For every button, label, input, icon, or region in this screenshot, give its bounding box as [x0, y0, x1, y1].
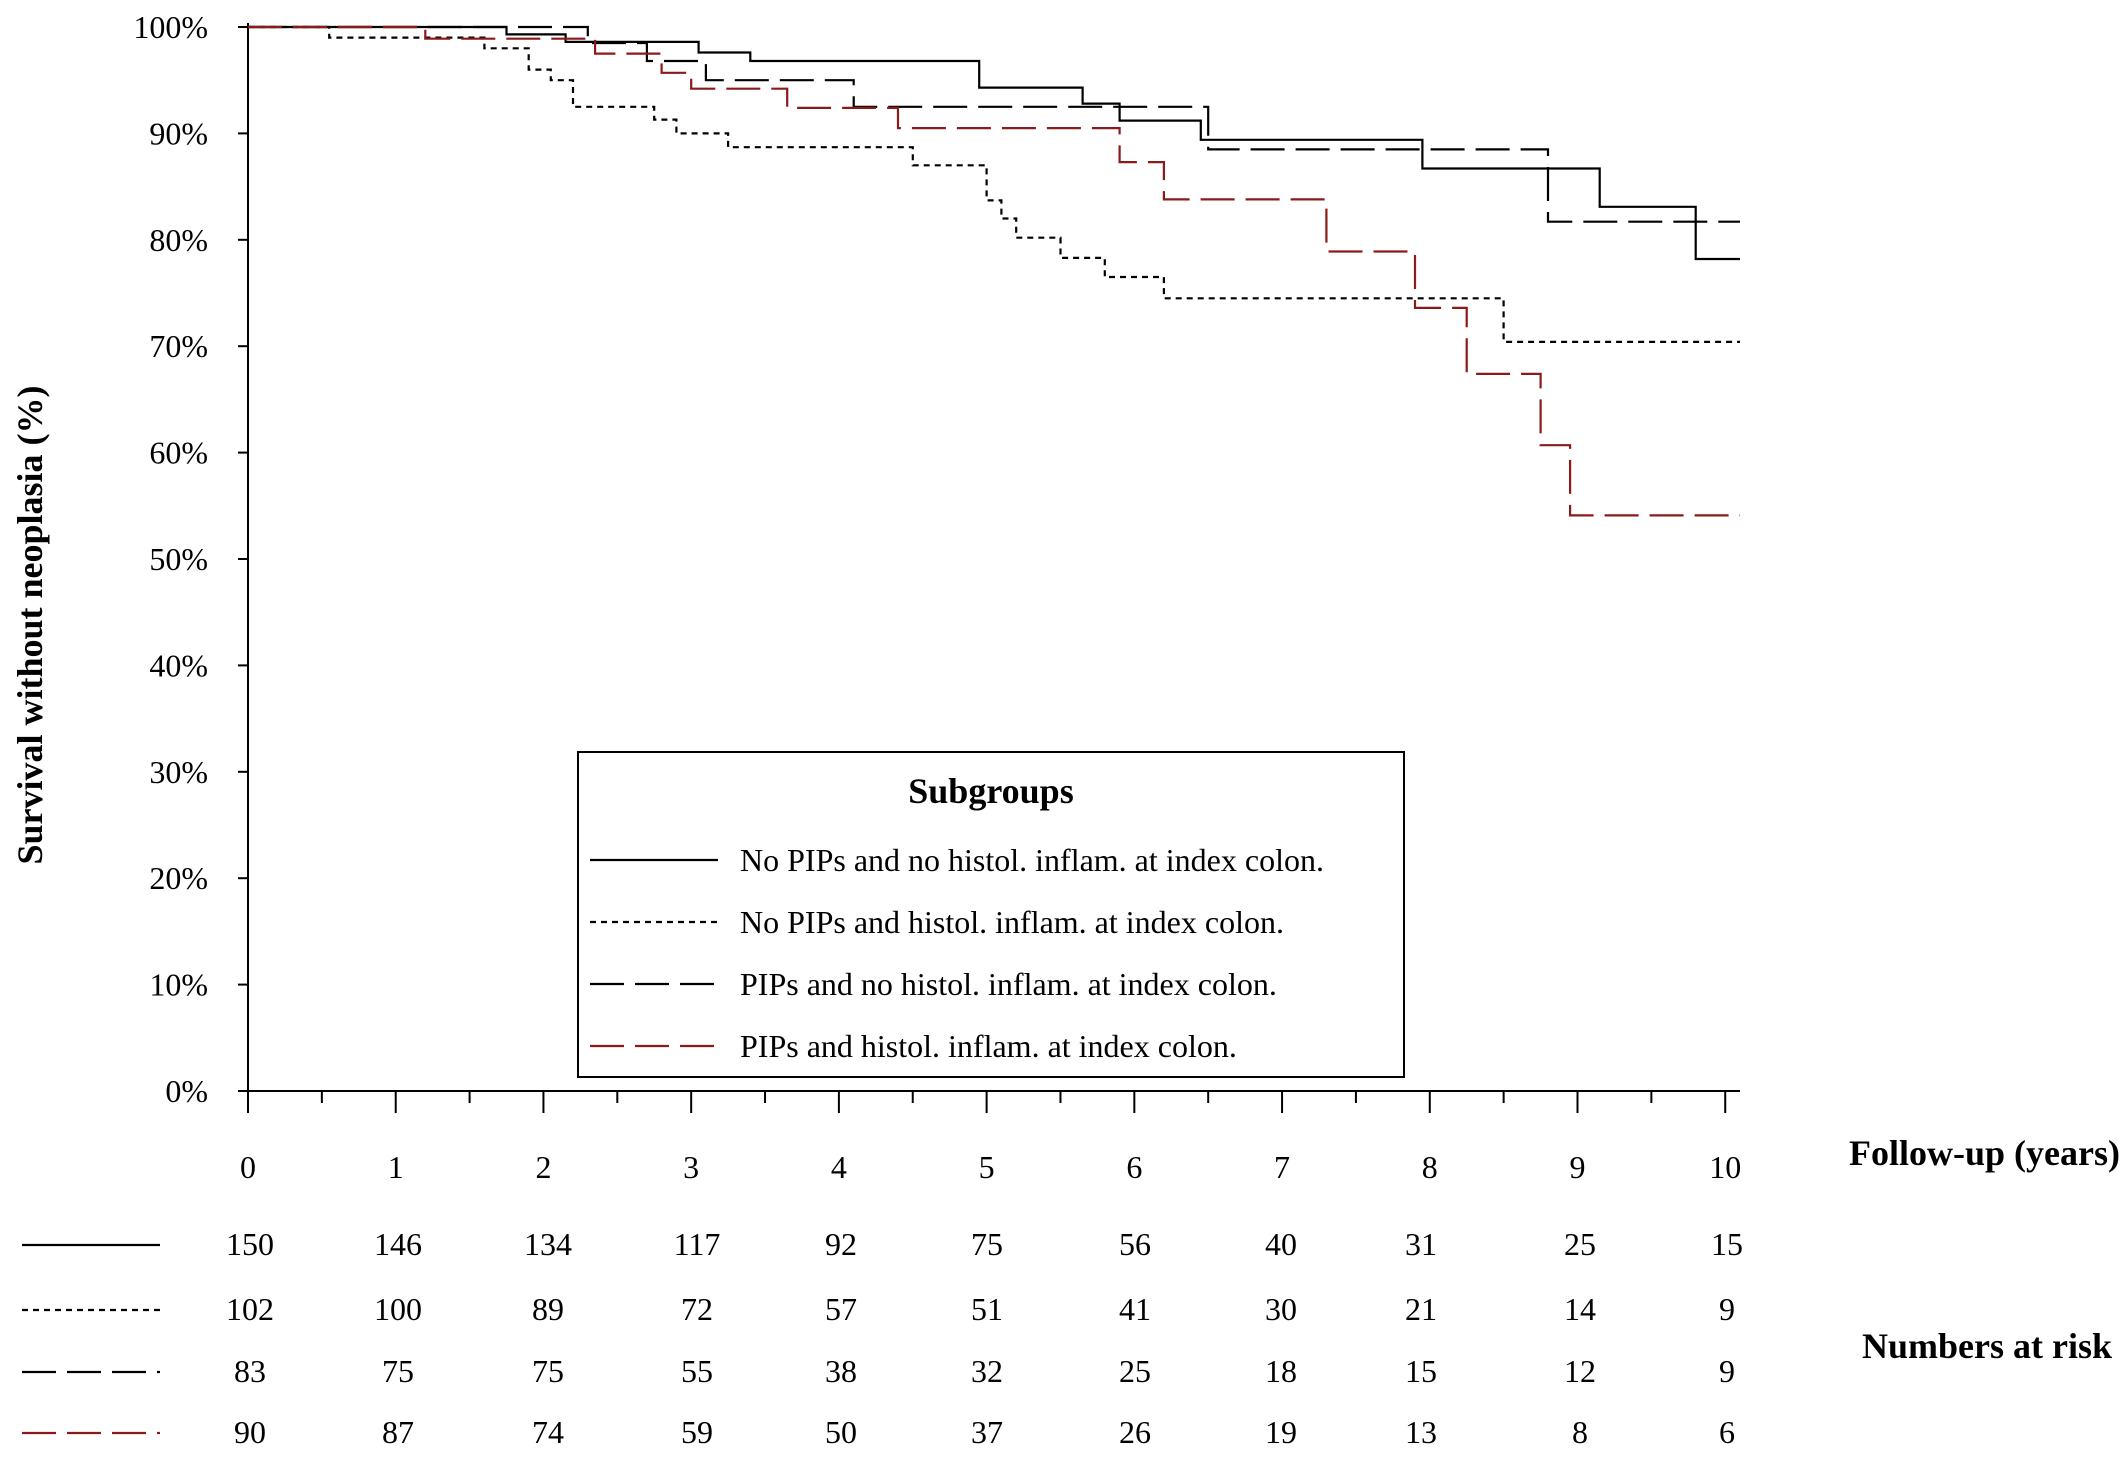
risk-number: 32 — [971, 1353, 1003, 1389]
numbers-at-risk-table: Numbers at risk 150 146 134 117 92 75 56 40 31 25… — [22, 1226, 2112, 1450]
risk-number: 146 — [374, 1226, 422, 1262]
risk-number: 117 — [674, 1226, 721, 1262]
risk-number: 72 — [681, 1291, 713, 1327]
risk-number: 37 — [971, 1414, 1003, 1450]
y-tick-label: 80% — [149, 222, 208, 258]
x-tick-label: 7 — [1274, 1149, 1290, 1185]
y-tick-label: 40% — [149, 647, 208, 683]
risk-number: 6 — [1719, 1414, 1735, 1450]
y-tick-label: 10% — [149, 967, 208, 1003]
risk-number: 51 — [971, 1291, 1003, 1327]
series-line-3 — [248, 25, 1740, 223]
risk-number: 8 — [1572, 1414, 1588, 1450]
risk-number: 89 — [532, 1291, 564, 1327]
risk-number: 56 — [1119, 1226, 1151, 1262]
risk-number: 75 — [382, 1353, 414, 1389]
legend-label: No PIPs and histol. inflam. at index col… — [740, 904, 1284, 940]
risk-number: 90 — [234, 1414, 266, 1450]
y-tick-label: 30% — [149, 754, 208, 790]
x-tick-label: 6 — [1126, 1149, 1142, 1185]
y-tick-label: 20% — [149, 860, 208, 896]
axes: 0% 10% 20% 30% 40% 50% 60% 70% 80% 90% 100% 0 1 2 3 4 5 6… — [133, 9, 1741, 1185]
x-tick-label: 10 — [1709, 1149, 1741, 1185]
risk-number: 40 — [1265, 1226, 1297, 1262]
legend-label: PIPs and no histol. inflam. at index col… — [740, 966, 1277, 1002]
y-tick-label: 0% — [165, 1073, 208, 1109]
x-axis-label: Follow-up (years) — [1849, 1133, 2120, 1173]
risk-number: 74 — [532, 1414, 564, 1450]
numbers-at-risk-title: Numbers at risk — [1862, 1326, 2112, 1366]
risk-number: 134 — [524, 1226, 572, 1262]
series-line-2 — [248, 25, 1740, 343]
risk-number: 100 — [374, 1291, 422, 1327]
survival-curves — [248, 25, 1740, 517]
legend-label: No PIPs and no histol. inflam. at index … — [740, 842, 1324, 878]
risk-number: 15 — [1405, 1353, 1437, 1389]
x-tick-label: 9 — [1570, 1149, 1586, 1185]
risk-number: 19 — [1265, 1414, 1297, 1450]
risk-number: 25 — [1119, 1353, 1151, 1389]
risk-number: 9 — [1719, 1353, 1735, 1389]
x-tick-label: 5 — [979, 1149, 995, 1185]
y-tick-label: 90% — [149, 115, 208, 151]
risk-number: 102 — [226, 1291, 274, 1327]
legend: Subgroups No PIPs and no histol. inflam.… — [577, 751, 1405, 1078]
legend-title: Subgroups — [908, 771, 1073, 811]
x-tick-label: 2 — [535, 1149, 551, 1185]
risk-number: 57 — [825, 1291, 857, 1327]
x-tick-label: 0 — [240, 1149, 256, 1185]
risk-number: 41 — [1119, 1291, 1151, 1327]
risk-number: 150 — [226, 1226, 274, 1262]
risk-number: 26 — [1119, 1414, 1151, 1450]
risk-number: 75 — [532, 1353, 564, 1389]
y-axis-label: Survival without neoplasia (%) — [10, 385, 50, 864]
risk-number: 31 — [1405, 1226, 1437, 1262]
risk-number: 83 — [234, 1353, 266, 1389]
legend-box — [577, 751, 1405, 1078]
risk-number: 13 — [1405, 1414, 1437, 1450]
legend-label: PIPs and histol. inflam. at index colon. — [740, 1028, 1237, 1064]
x-tick-label: 4 — [831, 1149, 847, 1185]
x-tick-label: 8 — [1422, 1149, 1438, 1185]
risk-number: 25 — [1564, 1226, 1596, 1262]
risk-number: 59 — [681, 1414, 713, 1450]
series-line-1 — [248, 25, 1740, 261]
risk-number: 30 — [1265, 1291, 1297, 1327]
risk-number: 21 — [1405, 1291, 1437, 1327]
risk-number: 75 — [971, 1226, 1003, 1262]
risk-number: 18 — [1265, 1353, 1297, 1389]
risk-number: 12 — [1564, 1353, 1596, 1389]
risk-number: 55 — [681, 1353, 713, 1389]
risk-number: 15 — [1711, 1226, 1743, 1262]
x-tick-label: 3 — [683, 1149, 699, 1185]
risk-number: 14 — [1564, 1291, 1596, 1327]
risk-number: 50 — [825, 1414, 857, 1450]
x-tick-label: 1 — [388, 1149, 404, 1185]
risk-number: 87 — [382, 1414, 414, 1450]
risk-number: 9 — [1719, 1291, 1735, 1327]
y-tick-label: 50% — [149, 541, 208, 577]
risk-number: 38 — [825, 1353, 857, 1389]
y-tick-label: 70% — [149, 328, 208, 364]
y-tick-label: 60% — [149, 435, 208, 471]
y-tick-label: 100% — [133, 9, 208, 45]
series-line-4 — [248, 25, 1740, 517]
risk-number: 92 — [825, 1226, 857, 1262]
